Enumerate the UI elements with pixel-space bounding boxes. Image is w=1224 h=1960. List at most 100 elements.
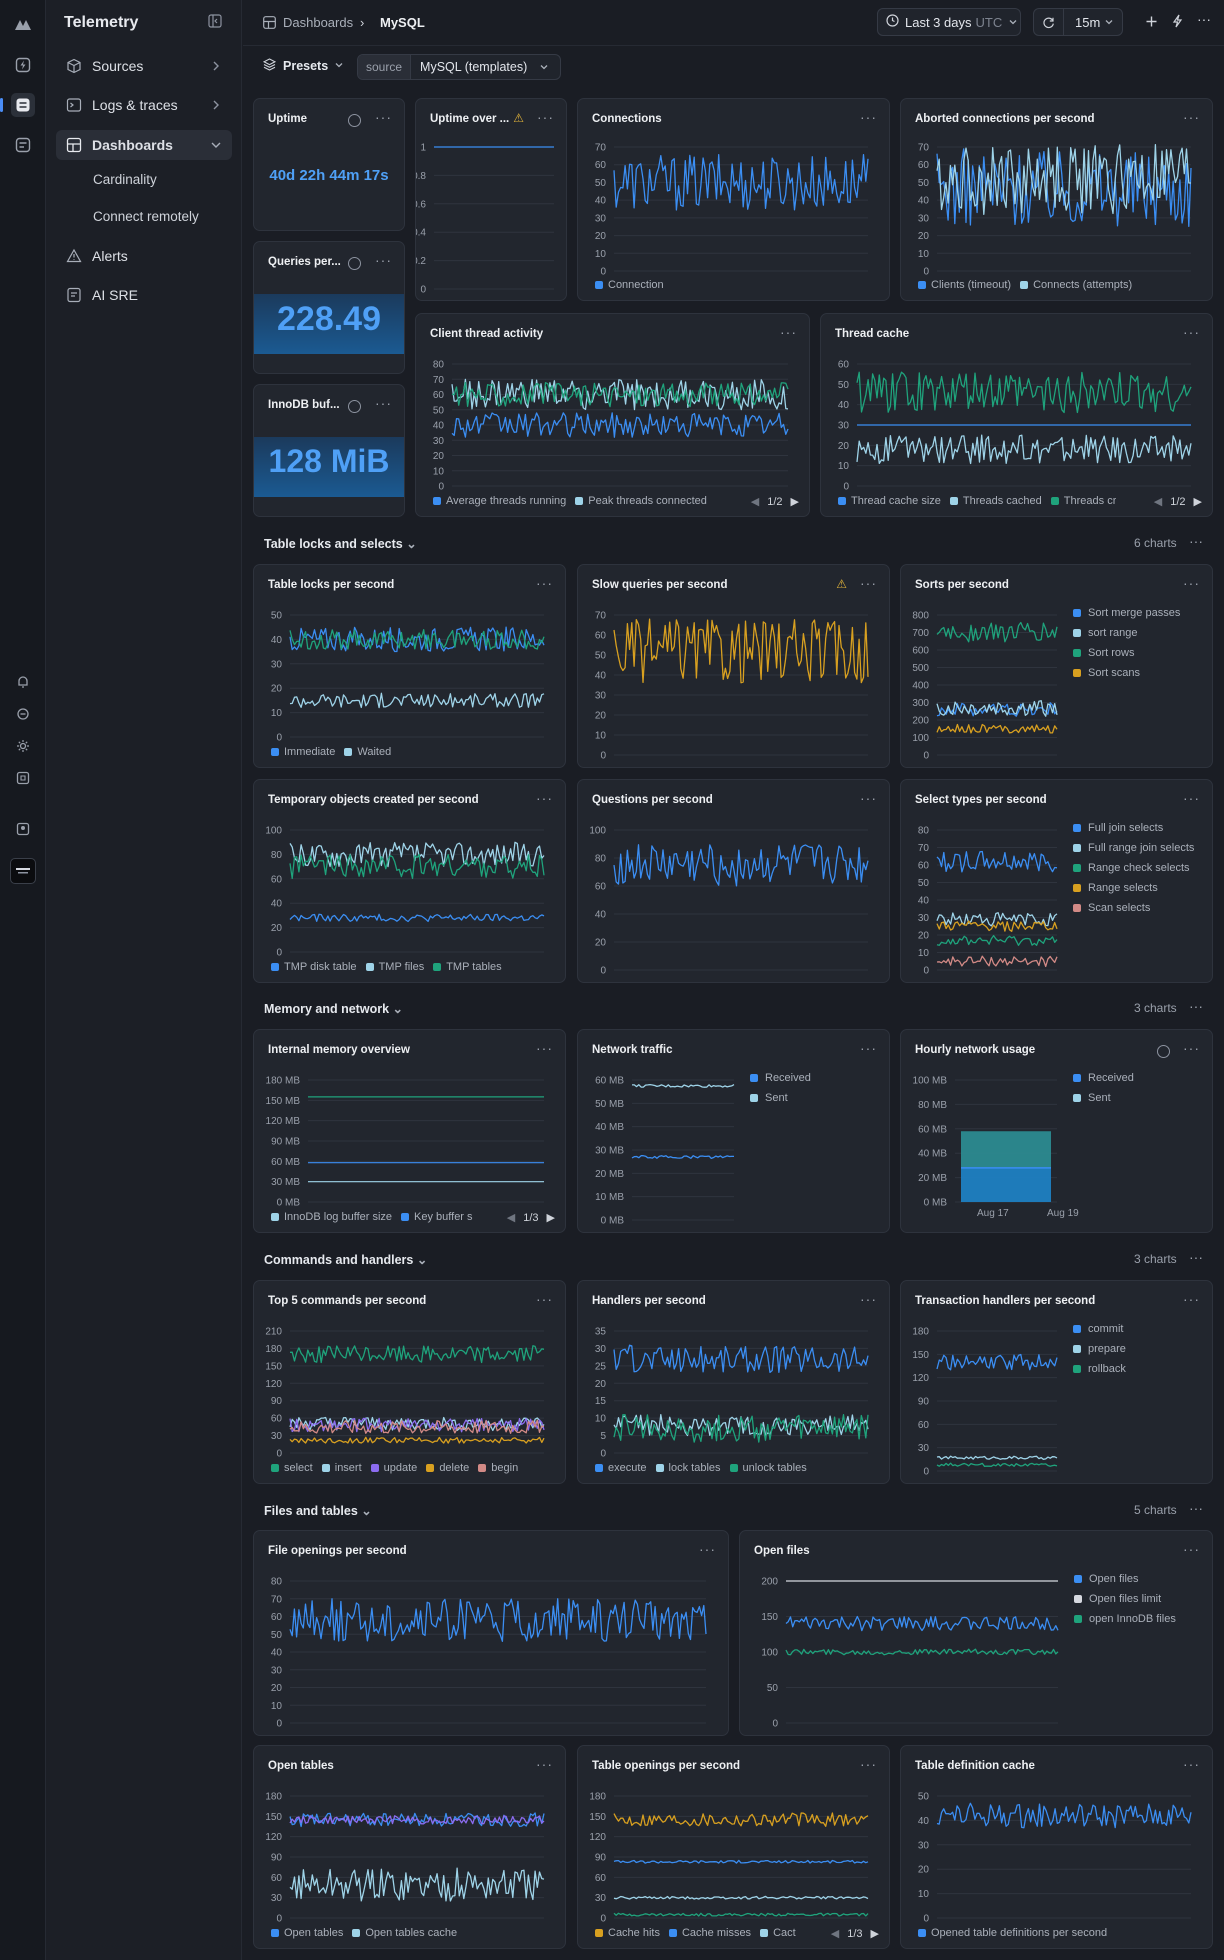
profile-card-icon[interactable] (11, 817, 35, 841)
legend-item[interactable]: Open files limit (1074, 1589, 1176, 1609)
uptime-over-chart-card[interactable]: Uptime over ... ··· ⚠ 1 0.8 0.6 0.4 0.2 0 (415, 98, 567, 301)
source-filter[interactable]: source MySQL (templates) (357, 54, 561, 80)
legend-pager[interactable]: ◀ 1/3 ▶ (506, 1211, 555, 1225)
chevron-right-icon[interactable]: ▶ (790, 496, 799, 508)
legend-item[interactable]: Range check selects (1073, 858, 1194, 878)
legend-label[interactable]: Peak threads connected (588, 495, 707, 507)
section-table-locks[interactable]: Table locks and selects ⌄ (264, 536, 417, 551)
more-icon[interactable]: ··· (537, 109, 554, 125)
legend-item[interactable]: Full range join selects (1073, 838, 1194, 858)
more-icon[interactable]: ··· (1183, 790, 1200, 806)
more-icon[interactable]: ··· (699, 1541, 716, 1557)
chevron-right-icon[interactable]: ▶ (1193, 496, 1202, 508)
more-icon[interactable]: ··· (375, 395, 392, 411)
more-icon[interactable]: ··· (1197, 11, 1211, 27)
more-icon[interactable]: ··· (1189, 533, 1203, 549)
thread-cache-chart-card[interactable]: Thread cache ··· 60 50 40 30 20 10 0 Thread cache… (820, 313, 1213, 517)
avatar[interactable] (10, 858, 36, 884)
handlers-chart-card[interactable]: Handlers per second ··· 35 30 25 20 15 10 5 0 exec… (577, 1280, 890, 1484)
more-icon[interactable]: ··· (536, 790, 553, 806)
chevron-left-icon[interactable]: ◀ (750, 496, 760, 508)
presets-dropdown[interactable]: Presets (262, 58, 344, 74)
legend-label[interactable]: TMP disk table (284, 961, 357, 973)
more-icon[interactable]: ··· (780, 324, 797, 340)
hourly-network-chart-card[interactable]: Hourly network usage ··· 100 MB 80 MB 60 MB 4… (900, 1029, 1213, 1233)
more-icon[interactable]: ··· (1183, 1756, 1200, 1772)
legend-item[interactable]: Sent (1073, 1088, 1134, 1108)
legend-item[interactable]: Received (750, 1068, 811, 1088)
open-files-chart-card[interactable]: Open files ··· 200 150 100 50 0 Open files Open … (739, 1530, 1213, 1736)
top-commands-chart-card[interactable]: Top 5 commands per second ··· 210 180 150 120… (253, 1280, 566, 1484)
legend-label[interactable]: Average threads running (446, 495, 567, 507)
legend-label[interactable]: Threads cached (962, 495, 1042, 507)
more-icon[interactable]: ··· (536, 575, 553, 591)
slow-queries-chart-card[interactable]: Slow queries per second ··· ⚠ 70 60 50 40 30 20 1… (577, 564, 890, 768)
chevron-right-icon[interactable]: ▶ (870, 1928, 879, 1940)
legend-pager[interactable]: ◀ 1/2 ▶ (750, 495, 799, 509)
sidebar-subitem-connect-remotely[interactable]: Connect remotely (93, 209, 199, 224)
legend-item[interactable]: Range selects (1073, 878, 1194, 898)
more-icon[interactable]: ··· (1189, 1249, 1203, 1265)
table-openings-chart-card[interactable]: Table openings per second ··· 180 150 120 90 6… (577, 1745, 890, 1949)
table-locks-chart-card[interactable]: Table locks per second ··· 50 40 30 20 10 0 Imme… (253, 564, 566, 768)
sidebar-item-dashboards[interactable]: Dashboards (56, 130, 232, 160)
legend-label[interactable]: Cact (773, 1927, 796, 1939)
legend-item[interactable]: Sort merge passes (1073, 603, 1180, 623)
legend-item[interactable]: Sort scans (1073, 663, 1180, 683)
legend-label[interactable]: Cache hits (608, 1927, 660, 1939)
innodb-buffer-card[interactable]: InnoDB buf... ··· 128 MiB (253, 384, 405, 517)
logo-icon[interactable] (11, 12, 35, 36)
section-files-tables[interactable]: Files and tables ⌄ (264, 1503, 372, 1518)
internal-memory-chart-card[interactable]: Internal memory overview ··· 180 MB 150 MB 1… (253, 1029, 566, 1233)
network-traffic-chart-card[interactable]: Network traffic ··· 60 MB 50 MB 40 MB 30 MB 20… (577, 1029, 890, 1233)
add-icon[interactable] (1145, 15, 1158, 33)
select-types-chart-card[interactable]: Select types per second ··· 80 70 60 50 40 30 20… (900, 779, 1213, 983)
legend-item[interactable]: commit (1073, 1319, 1126, 1339)
more-icon[interactable]: ··· (860, 1040, 877, 1056)
section-memory-network[interactable]: Memory and network ⌄ (264, 1001, 403, 1016)
aborted-chart-card[interactable]: Aborted connections per second ··· 70 60 50 4… (900, 98, 1213, 301)
dashboards-app-icon[interactable] (0, 93, 35, 117)
queries-stat-card[interactable]: Queries per... ··· 228.49 (253, 241, 405, 374)
legend-item[interactable]: open InnoDB files (1074, 1609, 1176, 1629)
legend-label[interactable]: TMP tables (446, 961, 502, 973)
legend-label[interactable]: execute (608, 1462, 647, 1474)
table-def-cache-chart-card[interactable]: Table definition cache ··· 50 40 30 20 10 0 Open… (900, 1745, 1213, 1949)
more-icon[interactable]: ··· (536, 1291, 553, 1307)
connections-chart-card[interactable]: Connections ··· 70 60 50 40 30 20 10 0 Connection (577, 98, 890, 301)
sidebar-item-ai-sre[interactable]: AI SRE (56, 280, 232, 310)
more-icon[interactable]: ··· (1189, 998, 1203, 1014)
chevron-left-icon[interactable]: ◀ (1153, 496, 1163, 508)
more-icon[interactable]: ··· (1183, 1040, 1200, 1056)
reports-icon[interactable] (11, 133, 35, 157)
legend-item[interactable]: sort range (1073, 623, 1180, 643)
legend-item[interactable]: Received (1073, 1068, 1134, 1088)
questions-chart-card[interactable]: Questions per second ··· 100 80 60 40 20 0 (577, 779, 890, 983)
more-icon[interactable]: ··· (860, 1756, 877, 1772)
chevron-right-icon[interactable]: ▶ (546, 1212, 555, 1224)
legend-item[interactable]: Full join selects (1073, 818, 1194, 838)
legend-label[interactable]: InnoDB log buffer size (284, 1211, 393, 1223)
legend-label[interactable]: Connects (attempts) (1033, 279, 1133, 291)
chevron-left-icon[interactable]: ◀ (830, 1928, 840, 1940)
legend-label[interactable]: Open tables (284, 1927, 344, 1939)
legend-item[interactable]: rollback (1073, 1359, 1126, 1379)
time-range-picker[interactable]: Last 3 days UTC (877, 8, 1021, 36)
legend-label[interactable]: update (383, 1462, 418, 1474)
sorts-chart-card[interactable]: Sorts per second ··· 800 700 600 500 400 300 200… (900, 564, 1213, 768)
sidebar-item-sources[interactable]: Sources (56, 51, 232, 81)
lightning-icon[interactable] (1171, 14, 1184, 33)
lightning-icon[interactable] (11, 53, 35, 77)
client-thread-chart-card[interactable]: Client thread activity ··· 80 70 60 50 40 30 20 1… (415, 313, 810, 517)
legend-item[interactable]: Sent (750, 1088, 811, 1108)
chevron-left-icon[interactable]: ◀ (506, 1212, 516, 1224)
legend-label[interactable]: TMP files (378, 961, 425, 973)
uptime-card[interactable]: Uptime ··· 40d 22h 44m 17s (253, 98, 405, 231)
command-icon[interactable] (11, 766, 35, 790)
more-icon[interactable]: ··· (375, 252, 392, 268)
legend-label[interactable]: Threads cr (1063, 495, 1117, 507)
more-icon[interactable]: ··· (1183, 1541, 1200, 1557)
bell-icon[interactable] (11, 670, 35, 694)
legend-label[interactable]: Open tables cache (365, 1927, 458, 1939)
legend-label[interactable]: select (284, 1462, 313, 1474)
